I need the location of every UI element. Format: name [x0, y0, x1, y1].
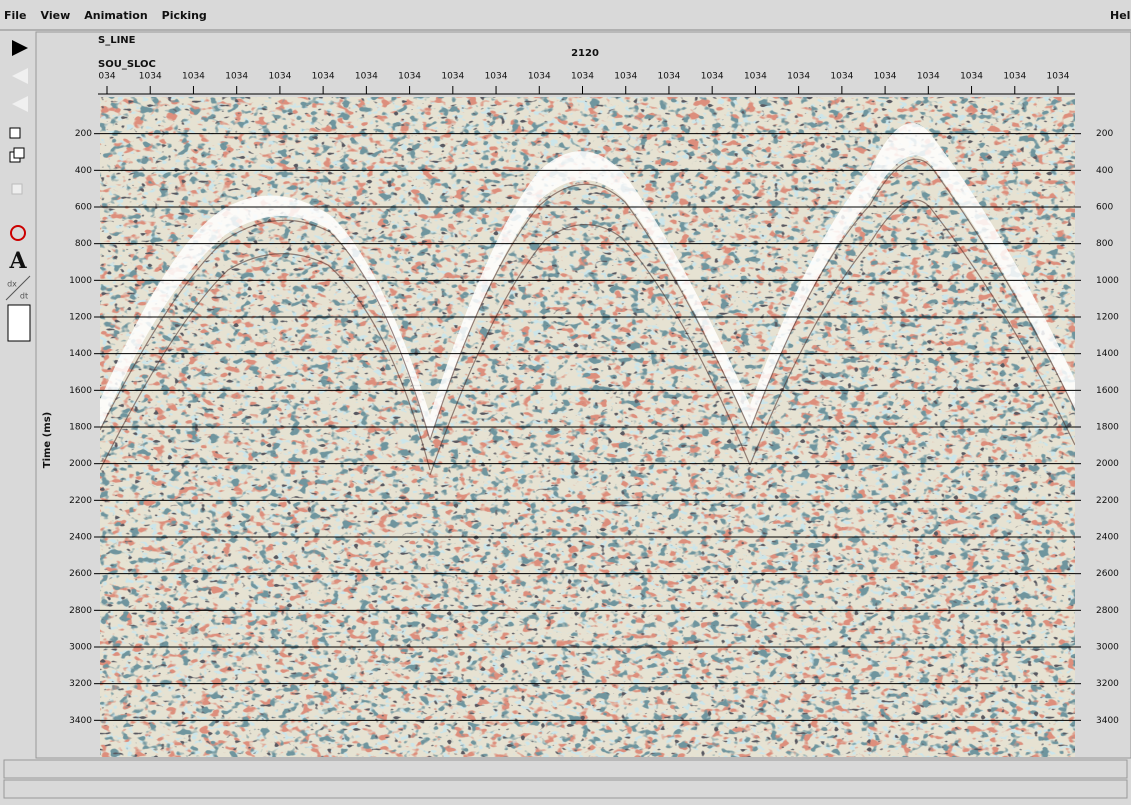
y-tick-label-right: 2400 [1096, 533, 1119, 543]
sloc-label: 1034 [571, 72, 594, 82]
y-tick-label-right: 2600 [1096, 569, 1119, 579]
y-tick-label-right: 600 [1096, 203, 1113, 213]
sloc-label: 1034 [441, 72, 464, 82]
y-tick-label-right: 2000 [1096, 459, 1119, 469]
y-tick-label: 1200 [69, 313, 92, 323]
menu-help[interactable]: Help [1110, 9, 1131, 22]
y-tick-label: 1600 [69, 386, 92, 396]
sloc-label: 1034 [658, 72, 681, 82]
y-tick-label-right: 400 [1096, 166, 1113, 176]
sloc-label: 034 [98, 72, 115, 82]
pages-icon [14, 148, 24, 158]
derivative-num: dx [7, 280, 17, 289]
y-tick-label: 1400 [69, 349, 92, 359]
y-tick-label-right: 200 [1096, 129, 1113, 139]
y-tick-label-right: 2200 [1096, 496, 1119, 506]
line-label: S_LINE [98, 35, 136, 46]
sloc-label: 1034 [398, 72, 421, 82]
color-swatch[interactable] [8, 305, 30, 341]
sloc-label: 1034 [528, 72, 551, 82]
y-tick-label: 800 [75, 239, 92, 249]
sloc-label: 1034 [1047, 72, 1070, 82]
sloc-label: 1034 [960, 72, 983, 82]
sloc-label: 1034 [701, 72, 724, 82]
menu-item[interactable]: Picking [162, 9, 207, 22]
y-tick-label-right: 3400 [1096, 716, 1119, 726]
sloc-label: SOU_SLOC [98, 59, 156, 70]
status-bar [4, 780, 1127, 798]
y-tick-label: 1000 [69, 276, 92, 286]
y-tick-label: 2200 [69, 496, 92, 506]
sloc-label: 1034 [744, 72, 767, 82]
sloc-label: 1034 [312, 72, 335, 82]
sloc-label: 1034 [830, 72, 853, 82]
axis-label: Time (ms) [42, 412, 53, 468]
y-tick-label-right: 1600 [1096, 386, 1119, 396]
y-tick-label: 2800 [69, 606, 92, 616]
y-tick-label: 3400 [69, 716, 92, 726]
sloc-label: 1034 [355, 72, 378, 82]
y-tick-label-right: 1400 [1096, 349, 1119, 359]
y-tick-label: 400 [75, 166, 92, 176]
y-tick-label-right: 800 [1096, 239, 1113, 249]
sloc-label: 1034 [182, 72, 205, 82]
y-tick-label: 600 [75, 203, 92, 213]
toolbar [0, 32, 36, 758]
y-tick-label-right: 1200 [1096, 313, 1119, 323]
derivative-den: dt [20, 292, 28, 301]
menu-item[interactable]: Animation [84, 9, 147, 22]
y-tick-label: 2600 [69, 569, 92, 579]
y-tick-label: 3000 [69, 643, 92, 653]
y-tick-label: 2400 [69, 533, 92, 543]
line-value: 2120 [571, 48, 599, 59]
sloc-label: 1034 [917, 72, 940, 82]
menu-item[interactable]: File [4, 9, 27, 22]
sloc-label: 1034 [1003, 72, 1026, 82]
sloc-label: 1034 [485, 72, 508, 82]
sloc-label: 1034 [268, 72, 291, 82]
y-tick-label-right: 1800 [1096, 423, 1119, 433]
y-tick-label-right: 3000 [1096, 643, 1119, 653]
y-tick-label-right: 2800 [1096, 606, 1119, 616]
sloc-label: 1034 [139, 72, 162, 82]
text-tool[interactable]: A [8, 248, 27, 274]
y-tick-label-right: 1000 [1096, 276, 1119, 286]
status-bar [4, 760, 1127, 778]
y-tick-label-right: 3200 [1096, 679, 1119, 689]
zoom-icon[interactable] [10, 128, 20, 138]
sloc-label: 1034 [614, 72, 637, 82]
sloc-label: 1034 [874, 72, 897, 82]
y-tick-label: 3200 [69, 679, 92, 689]
sloc-label: 1034 [225, 72, 248, 82]
disabled-icon [12, 184, 22, 194]
sloc-label: 1034 [787, 72, 810, 82]
y-tick-label: 2000 [69, 459, 92, 469]
y-tick-label: 1800 [69, 423, 92, 433]
menu-item[interactable]: View [41, 9, 71, 22]
y-tick-label: 200 [75, 129, 92, 139]
app-window: File View Animation Picking Help A dx dt S_… [0, 0, 1131, 801]
